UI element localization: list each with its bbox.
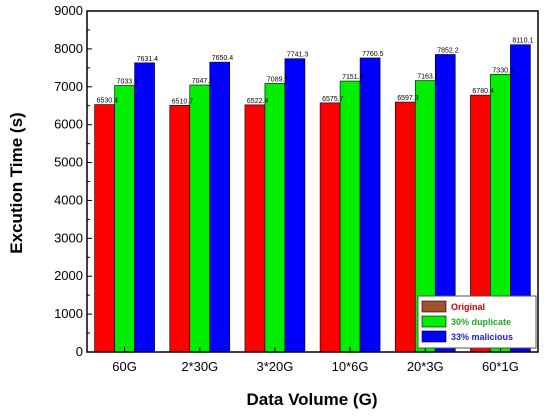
y-axis-title: Excution Time (s) xyxy=(7,112,26,253)
bar xyxy=(209,61,231,353)
data-label: 7163.1 xyxy=(417,74,439,81)
legend-swatch xyxy=(421,300,447,313)
bar xyxy=(394,101,416,353)
data-label: 6510.7 xyxy=(172,98,194,105)
data-label: 7852.2 xyxy=(437,47,459,54)
data-label: 7741.3 xyxy=(287,52,309,59)
legend-label: 30% duplicate xyxy=(451,317,511,327)
x-tick-label: 20*3G xyxy=(407,359,444,374)
bar xyxy=(319,102,341,353)
x-tick-label: 10*6G xyxy=(332,359,369,374)
y-tick-label: 1000 xyxy=(54,306,83,321)
bar xyxy=(114,85,135,353)
y-axis: 0 1000 2000 3000 4000 5000 6000 7000 8000 9000 xyxy=(54,3,92,359)
bar xyxy=(169,105,191,353)
data-label: 7631.4 xyxy=(137,56,159,63)
bar xyxy=(264,83,286,353)
y-tick-label: 9000 xyxy=(54,3,83,18)
data-label: 6522.4 xyxy=(247,98,269,105)
y-tick-label: 0 xyxy=(76,344,83,359)
legend-swatch xyxy=(421,315,447,328)
legend-swatch xyxy=(421,330,447,343)
data-label: 7033.1 xyxy=(117,79,139,86)
data-label: 6530.4 xyxy=(97,98,119,105)
y-tick-label: 8000 xyxy=(54,41,83,56)
x-tick-label: 60*1G xyxy=(482,359,519,374)
x-tick-label: 60G xyxy=(112,359,137,374)
y-tick-label: 4000 xyxy=(54,192,83,207)
bar xyxy=(94,104,115,353)
bar xyxy=(359,57,381,353)
y-tick-label: 5000 xyxy=(54,155,83,170)
legend-label: Original xyxy=(451,302,485,312)
data-label: 6597.3 xyxy=(397,95,419,102)
data-label: 7089.5 xyxy=(267,76,289,83)
data-label: 7151.4 xyxy=(342,74,364,81)
bar xyxy=(339,80,361,353)
data-label: 7760.5 xyxy=(362,51,384,58)
bar xyxy=(134,62,155,353)
data-label: 6780.4 xyxy=(472,88,494,95)
data-label: 7330.3 xyxy=(492,67,514,74)
data-label: 7650.4 xyxy=(212,55,234,62)
data-label: 6575.7 xyxy=(322,96,344,103)
bars-layer xyxy=(94,44,531,353)
y-tick-label: 2000 xyxy=(54,268,83,283)
data-label: 8110.1 xyxy=(512,38,533,45)
data-label: 7047.3 xyxy=(192,78,214,85)
bar xyxy=(244,104,266,353)
legend: Original 30% duplicate 33% malicious xyxy=(417,295,537,349)
legend-label: 33% malicious xyxy=(451,332,513,342)
x-axis: 60G 2*30G 3*20G 10*6G 20*3G 60*1G xyxy=(112,347,519,374)
data-labels-layer: 6530.4 7033.1 7631.4 6510.7 7047.3 7650.4 6522… xyxy=(97,38,534,106)
bar xyxy=(189,84,211,353)
y-tick-label: 3000 xyxy=(54,230,83,245)
x-tick-label: 2*30G xyxy=(181,359,218,374)
x-tick-label: 3*20G xyxy=(256,359,293,374)
y-tick-label: 7000 xyxy=(54,79,83,94)
x-axis-title: Data Volume (G) xyxy=(247,390,378,409)
y-tick-label: 6000 xyxy=(54,117,83,132)
bar xyxy=(284,58,306,353)
